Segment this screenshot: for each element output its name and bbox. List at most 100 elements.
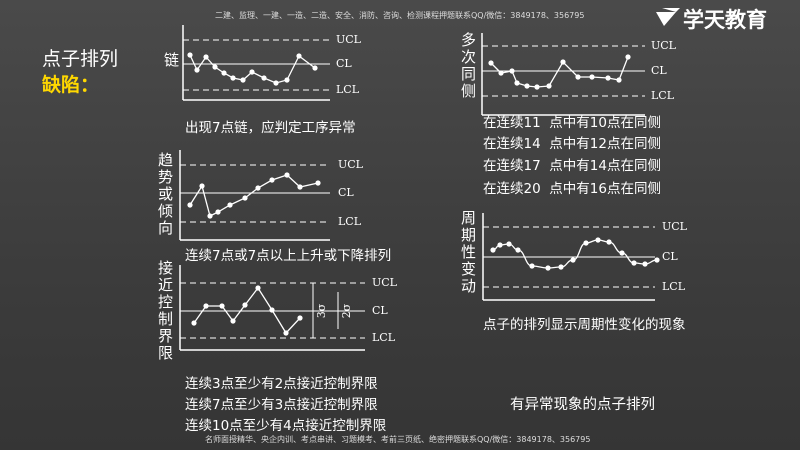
point (296, 53, 302, 59)
point (240, 77, 246, 83)
point (203, 54, 209, 60)
subtitle: 缺陷： (42, 74, 100, 96)
point (589, 74, 595, 80)
caption: 连续10点至少有4点接近控制界限 (185, 418, 387, 434)
point (297, 315, 303, 321)
point (187, 202, 193, 208)
point (583, 240, 589, 246)
point (269, 307, 275, 313)
lcl-label: LCL (372, 331, 396, 344)
point (575, 74, 581, 80)
point (187, 52, 193, 58)
point-line (189, 174, 319, 217)
title: 点子排列 (42, 48, 119, 70)
point (219, 303, 225, 309)
point (203, 303, 209, 309)
point (221, 70, 227, 76)
lcl-label: LCL (338, 215, 362, 228)
point (546, 83, 552, 89)
cl-label: CL (336, 57, 352, 70)
point (207, 213, 213, 219)
point (545, 265, 551, 271)
point (560, 59, 566, 65)
point (534, 84, 540, 90)
point (191, 320, 197, 326)
ucl-label: UCL (651, 39, 677, 52)
logo-icon (656, 8, 680, 26)
caption: 出现7点链，应判定工序异常 (185, 120, 356, 136)
point (284, 77, 290, 83)
point (515, 247, 521, 253)
point (506, 241, 512, 247)
header-notice: 二建、监理、一建、一造、二造、安全、消防、咨询、检测课程押题联系QQ/微信：38… (215, 11, 585, 20)
point (642, 261, 648, 267)
ucl-label: UCL (372, 276, 398, 289)
point (529, 263, 535, 269)
panel-label: 趋势或倾向 (156, 152, 174, 237)
lcl-label: LCL (336, 83, 360, 96)
cl-label: CL (338, 186, 354, 199)
point (242, 195, 248, 201)
point (261, 75, 267, 81)
point (249, 69, 255, 75)
point (227, 202, 233, 208)
caption: 在连续14 点中有12点在同侧 (483, 136, 661, 152)
point (255, 185, 261, 191)
lcl-label: LCL (662, 280, 686, 293)
point (605, 75, 611, 81)
ucl-label: UCL (662, 220, 688, 233)
point (199, 183, 205, 189)
point (242, 302, 248, 308)
ucl-label: UCL (338, 158, 364, 171)
point (255, 285, 261, 291)
caption: 在连续20 点中有16点在同侧 (483, 181, 661, 197)
lcl-label: LCL (651, 89, 675, 102)
panel-label: 周期性变动 (459, 210, 477, 295)
cl-label: CL (651, 64, 667, 77)
point (312, 65, 318, 71)
point (558, 264, 564, 270)
cl-label: CL (662, 250, 678, 263)
sigma-label: 2σ (340, 303, 353, 318)
point (497, 242, 503, 248)
logo: 学天教育 (683, 8, 767, 32)
point (631, 260, 637, 266)
point (315, 180, 321, 186)
caption: 点子的排列显示周期性变化的现象 (483, 317, 686, 333)
point (230, 75, 236, 81)
point (509, 68, 515, 74)
point (269, 177, 275, 183)
ucl-label: UCL (336, 33, 362, 46)
point (283, 330, 289, 336)
caption: 在连续11 点中有10点在同侧 (483, 115, 661, 131)
point (570, 257, 576, 263)
point (654, 257, 660, 263)
point (194, 67, 200, 73)
summary: 有异常现象的点子排列 (510, 397, 655, 413)
cl-label: CL (372, 304, 388, 317)
panel-label: 链 (162, 52, 180, 69)
point (524, 83, 530, 89)
point (297, 184, 303, 190)
point (212, 64, 218, 70)
caption: 连续7点或7点以上上升或下降排列 (185, 248, 392, 264)
point (498, 70, 504, 76)
footer: 名师面授精华、央企内训、考点串讲、习题模考、考前三页纸、绝密押题联系QQ/微信：… (205, 435, 591, 444)
panel-label: 多次同侧 (459, 32, 477, 100)
point-line (189, 54, 316, 84)
caption: 在连续17 点中有14点在同侧 (483, 158, 661, 174)
sigma-label: 3σ (315, 303, 328, 318)
panel-label: 接近控制界限 (156, 260, 174, 362)
point (490, 247, 496, 253)
point (595, 237, 601, 243)
point (230, 318, 236, 324)
point (619, 250, 625, 256)
point (284, 172, 290, 178)
point (514, 80, 520, 86)
point (625, 54, 631, 60)
caption: 连续7点至少有3点接近控制界限 (185, 397, 378, 413)
point (488, 60, 494, 66)
caption: 连续3点至少有2点接近控制界限 (185, 376, 378, 392)
